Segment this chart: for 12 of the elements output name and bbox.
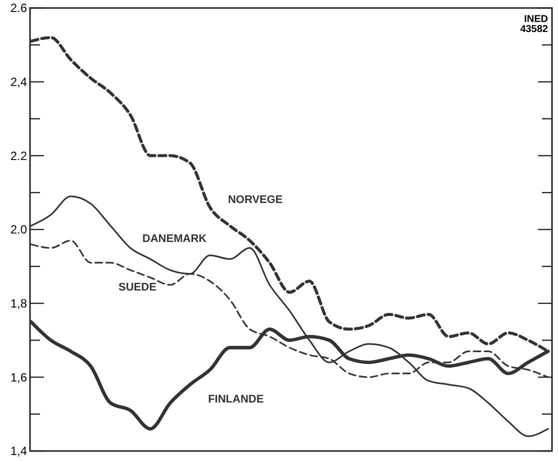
y-tick-label: 1,4 xyxy=(10,444,28,458)
series-label: SUEDE xyxy=(118,282,156,294)
y-tick-label: 2.6 xyxy=(10,1,28,16)
series-label: FINLANDE xyxy=(208,393,264,406)
y-tick-label: 1,6 xyxy=(10,370,28,384)
y-tick-label: 2.2 xyxy=(10,148,28,163)
y-tick-label: 1,8 xyxy=(10,296,28,311)
series-label: DANEMARK xyxy=(142,232,207,245)
annotation: INED 43582 xyxy=(520,14,548,35)
y-tick-label: 2.0 xyxy=(10,222,28,237)
y-tick-label: 2,4 xyxy=(10,75,28,90)
series-label: NORVEGE xyxy=(228,194,283,206)
